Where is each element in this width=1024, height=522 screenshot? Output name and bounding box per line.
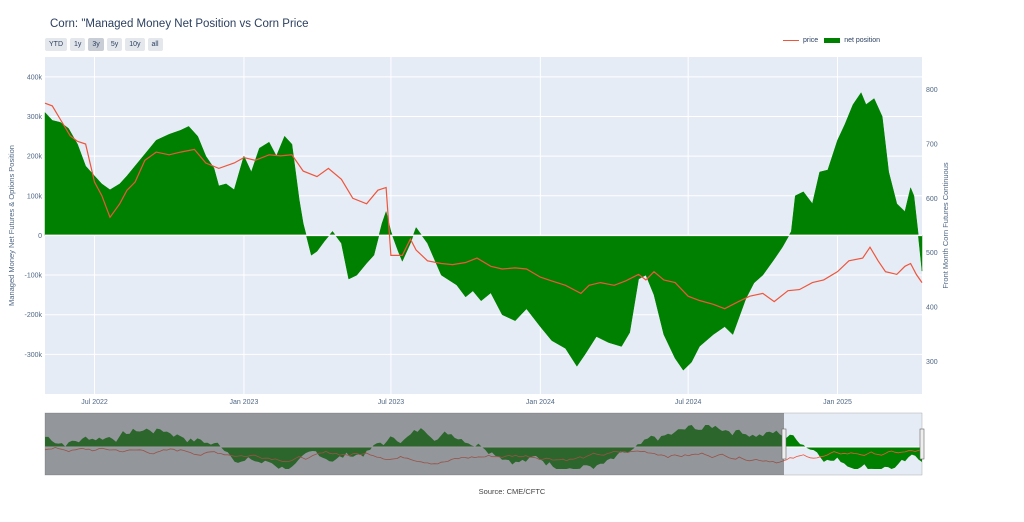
legend-label-price: price	[803, 37, 819, 44]
source-note: Source: CME/CFTC	[478, 487, 546, 496]
y-left-tick-label: -300k	[24, 352, 42, 359]
y-left-tick-label: 0	[38, 233, 42, 240]
y-left-axis-title: Managed Money Net Futures & Options Posi…	[7, 145, 16, 306]
x-tick-label: Jan 2024	[526, 399, 555, 406]
range-slider[interactable]	[44, 412, 925, 476]
x-tick-label: Jan 2023	[230, 399, 259, 406]
y-right-axis-title: Front Month Corn Futures Continuous	[941, 162, 950, 289]
range-selector: YTD 1y 3y 5y 10y all	[45, 38, 163, 51]
range-button-ytd[interactable]: YTD	[45, 38, 67, 51]
slider-unselected-mask	[45, 413, 784, 475]
range-button-all[interactable]: all	[147, 38, 163, 51]
y-right-tick-label: 600	[926, 196, 938, 203]
y-left-tick-label: 400k	[27, 74, 43, 81]
chart-title: Corn: "Managed Money Net Position vs Cor…	[50, 18, 309, 30]
range-button-3y[interactable]: 3y	[88, 38, 104, 51]
legend-swatch-price	[783, 40, 799, 41]
slider-handle-left[interactable]	[781, 428, 787, 460]
axes: -300k -200k -100k 0 100k 200k 300k 400k 300 400 50…	[7, 74, 950, 406]
y-right-tick-label: 300	[926, 359, 938, 366]
legend-item-net-position[interactable]: net position	[824, 37, 880, 44]
x-tick-label: Jan 2025	[823, 399, 852, 406]
legend-swatch-net-position	[824, 38, 841, 43]
y-left-tick-label: -100k	[24, 273, 42, 280]
main-plot[interactable]	[44, 57, 923, 394]
y-right-tick-label: 400	[926, 305, 938, 312]
y-left-tick-label: 200k	[27, 154, 43, 161]
x-tick-label: Jul 2022	[81, 399, 108, 406]
x-tick-label: Jul 2023	[378, 399, 405, 406]
x-tick-label: Jul 2024	[675, 399, 702, 406]
legend-item-price[interactable]: price	[783, 37, 818, 44]
y-left-tick-label: 300k	[27, 114, 43, 121]
range-button-10y[interactable]: 10y	[125, 38, 145, 51]
y-left-tick-label: 100k	[27, 193, 43, 200]
y-right-tick-label: 700	[926, 141, 938, 148]
range-button-1y[interactable]: 1y	[70, 38, 86, 51]
slider-handle-right[interactable]	[919, 428, 925, 460]
legend-label-net-position: net position	[844, 37, 880, 44]
series-price-line	[44, 102, 923, 310]
y-right-tick-label: 800	[926, 87, 938, 94]
y-left-tick-label: -200k	[24, 312, 42, 319]
legend: price net position	[783, 37, 880, 44]
range-button-5y[interactable]: 5y	[106, 38, 123, 51]
y-right-tick-label: 500	[926, 250, 938, 257]
